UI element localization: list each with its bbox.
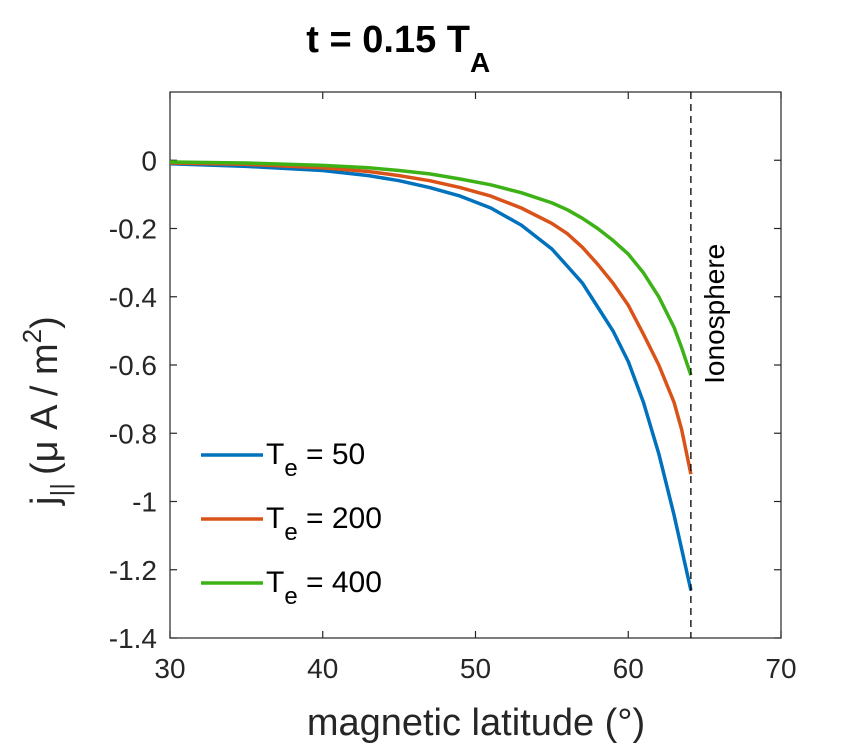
y-label-units: (μ A / m [24, 343, 66, 475]
y-tick-label: -1.4 [109, 623, 157, 654]
x-tick-label: 30 [154, 653, 185, 684]
ionosphere-label: Ionosphere [699, 244, 730, 384]
series-lines [169, 160, 693, 591]
title-subscript: A [470, 47, 490, 78]
y-tick-label: -1.2 [109, 555, 157, 586]
legend: Te = 50 Te = 200 Te = 400 [201, 438, 382, 610]
x-tick-label: 70 [765, 653, 796, 684]
y-label-prefix: j [24, 497, 66, 506]
chart-title: t = 0.15 T A [306, 19, 490, 78]
axis-ticks: 30 40 50 60 70 0 -0.2 -0.4 -0.6 -0.8 -1 -1.2 -1.4 [109, 92, 797, 684]
y-axis-label-text: j|| (μ A / m2) [17, 316, 75, 506]
y-tick-label: -0.6 [109, 350, 157, 381]
y-tick-label: -1 [132, 487, 157, 518]
series-line [169, 161, 693, 591]
y-tick-label: -0.4 [109, 282, 157, 313]
y-label-sup: 2 [17, 329, 47, 343]
title-text: t = 0.15 T [306, 19, 470, 61]
x-tick-label: 60 [613, 653, 644, 684]
x-tick-label: 50 [460, 653, 491, 684]
series-line [169, 160, 693, 376]
plot-area-frame [169, 91, 782, 639]
y-tick-label: -0.8 [109, 418, 157, 449]
series-line [169, 161, 693, 475]
y-axis-label: j|| (μ A / m2) [17, 316, 75, 506]
x-axis-label: magnetic latitude (°) [307, 702, 645, 744]
legend-label: Te = 200 [266, 502, 382, 546]
y-label-close: ) [24, 316, 66, 329]
y-tick-label: 0 [141, 145, 157, 176]
legend-label: Te = 50 [266, 438, 365, 482]
y-tick-label: -0.2 [109, 214, 157, 245]
x-tick-label: 40 [307, 653, 338, 684]
legend-label: Te = 400 [266, 566, 382, 610]
y-label-sub: || [45, 483, 75, 497]
